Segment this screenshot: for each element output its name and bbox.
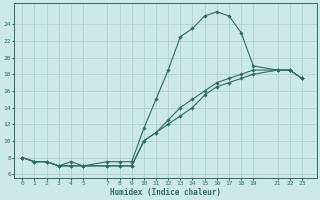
X-axis label: Humidex (Indice chaleur): Humidex (Indice chaleur)	[110, 188, 220, 197]
